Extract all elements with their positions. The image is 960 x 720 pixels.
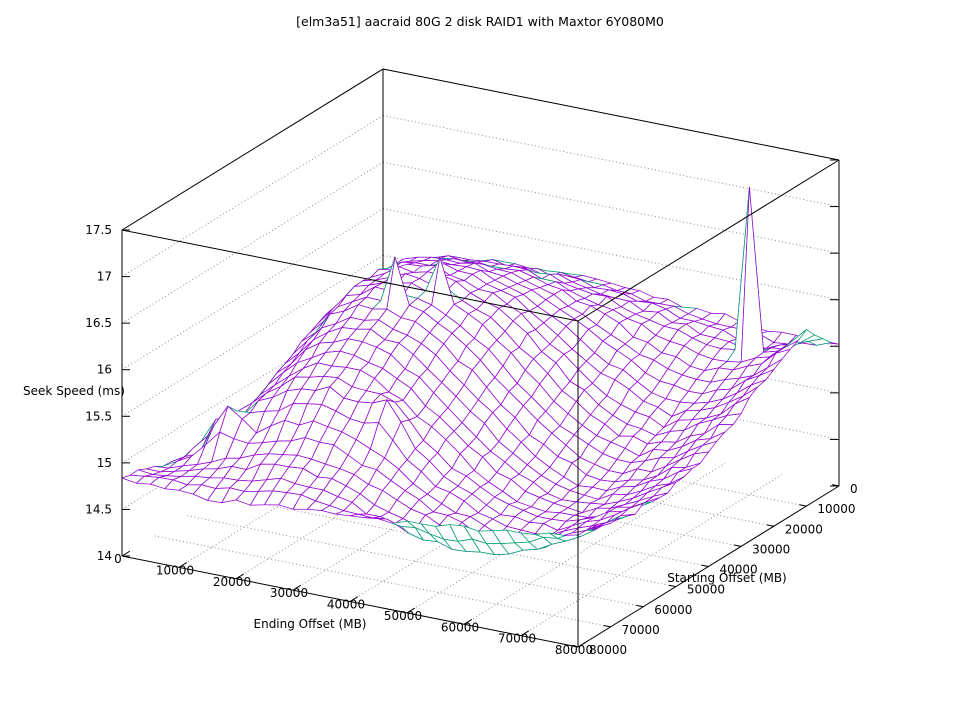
z-axis: 14 14.5 15 15.5 16 16.5 17 17.5 xyxy=(85,159,839,563)
x-axis-title: Ending Offset (MB) xyxy=(254,617,367,631)
y-tick-label: 40000 xyxy=(720,563,758,577)
z-tick-label: 15.5 xyxy=(85,409,112,423)
x-tick-label: 60000 xyxy=(441,620,479,634)
base-grid xyxy=(154,405,807,637)
chart-title: [elm3a51] aacraid 80G 2 disk RAID1 with … xyxy=(296,14,664,29)
x-axis: 0 10000 20000 30000 40000 50000 60000 70000 8000… xyxy=(114,550,593,657)
front-border xyxy=(121,159,840,647)
y-tick-label: 50000 xyxy=(687,583,725,597)
x-tick-label: 0 xyxy=(114,552,122,566)
z-tick-label: 16.5 xyxy=(85,316,112,330)
axis-titles: Seek Speed (ms) Ending Offset (MB) Startin… xyxy=(23,384,787,631)
y-tick-label: 70000 xyxy=(622,623,660,637)
z-tick-label: 15 xyxy=(97,456,112,470)
y-tick-label: 0 xyxy=(850,482,858,496)
z-tick-label: 14 xyxy=(97,549,112,563)
x-tick-label: 40000 xyxy=(327,598,365,612)
z-tick-label: 16 xyxy=(97,363,112,377)
x-tick-label: 50000 xyxy=(384,609,422,623)
z-tick-label: 17 xyxy=(97,270,112,284)
x-tick-label: 20000 xyxy=(213,575,251,589)
y-axis-title: Starting Offset (MB) xyxy=(667,571,787,585)
y-tick-label: 10000 xyxy=(817,502,855,516)
x-tick-label: 70000 xyxy=(498,632,536,646)
z-tick-label: 14.5 xyxy=(85,502,112,516)
y-axis: 0 10000 20000 30000 40000 50000 60000 70000 8000… xyxy=(571,482,858,657)
surface-mesh xyxy=(121,187,840,555)
y-tick-label: 30000 xyxy=(752,542,790,556)
y-tick-label: 60000 xyxy=(654,603,692,617)
x-tick-label: 10000 xyxy=(156,563,194,577)
y-tick-label: 20000 xyxy=(785,522,823,536)
z-tick-label: 17.5 xyxy=(85,223,112,237)
y-tick-label: 80000 xyxy=(589,643,627,657)
x-tick-label: 30000 xyxy=(270,586,308,600)
x-tick-label: 80000 xyxy=(555,643,593,657)
z-axis-title: Seek Speed (ms) xyxy=(23,384,125,398)
